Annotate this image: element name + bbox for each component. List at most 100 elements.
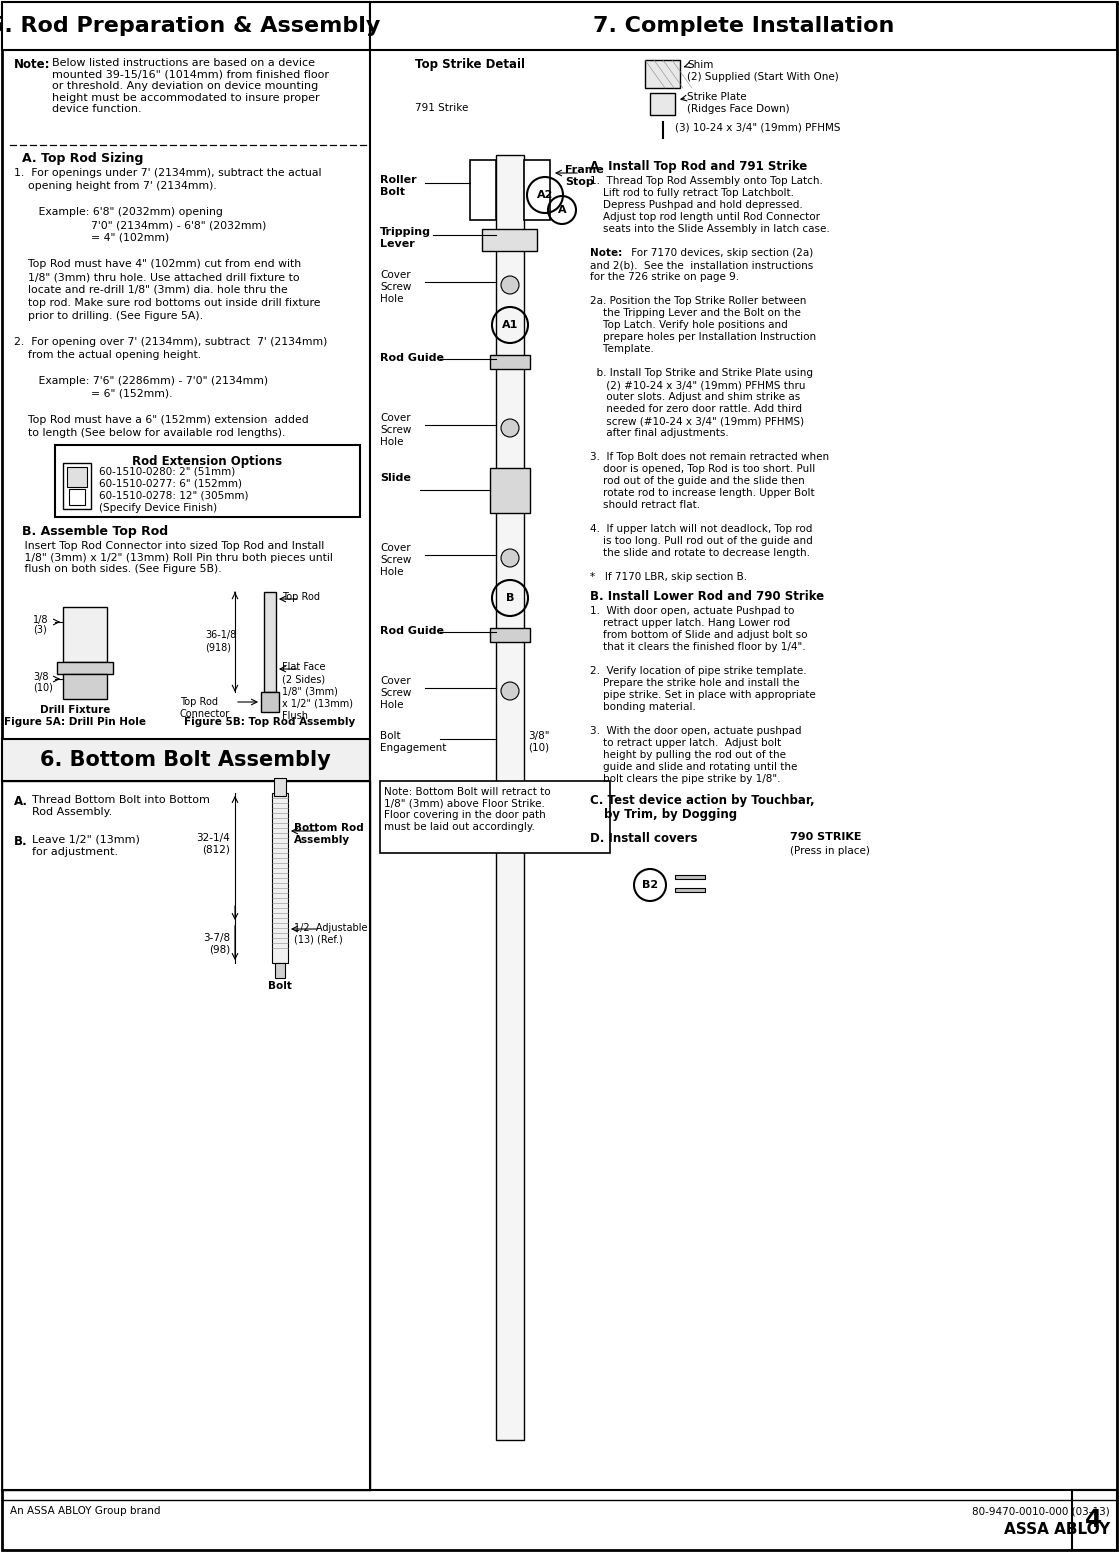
Text: Template.: Template.	[590, 345, 653, 354]
Bar	[274, 778, 286, 796]
Bar	[1072, 1490, 1117, 1550]
Text: Screw: Screw	[380, 688, 412, 698]
Text: (Press in place): (Press in place)	[790, 846, 869, 857]
Text: to retract upper latch.  Adjust bolt: to retract upper latch. Adjust bolt	[590, 739, 781, 748]
Text: door is opened, Top Rod is too short. Pull: door is opened, Top Rod is too short. Pu…	[590, 464, 816, 473]
Text: bonding material.: bonding material.	[590, 702, 696, 712]
Text: height by pulling the rod out of the: height by pulling the rod out of the	[590, 750, 786, 760]
Text: 7. Complete Installation: 7. Complete Installation	[593, 16, 895, 36]
Text: that it clears the finished floor by 1/4".: that it clears the finished floor by 1/4…	[590, 643, 806, 652]
Text: 4.  If upper latch will not deadlock, Top rod: 4. If upper latch will not deadlock, Top…	[590, 525, 812, 534]
Bar	[645, 61, 680, 88]
Bar	[63, 607, 107, 663]
Text: 36-1/8: 36-1/8	[205, 630, 236, 639]
Text: Hole: Hole	[380, 700, 404, 709]
Bar	[675, 888, 705, 892]
Text: x 1/2" (13mm): x 1/2" (13mm)	[282, 698, 352, 709]
Bar	[2, 781, 370, 1490]
Text: A.: A.	[15, 795, 28, 809]
Text: = 6" (152mm).: = 6" (152mm).	[15, 390, 172, 399]
Text: by Trim, by Dogging: by Trim, by Dogging	[604, 809, 737, 821]
Text: A. Install Top Rod and 791 Strike: A. Install Top Rod and 791 Strike	[590, 160, 807, 172]
Text: Stop: Stop	[565, 177, 594, 186]
Text: Cover: Cover	[380, 270, 411, 279]
Text: prior to drilling. (See Figure 5A).: prior to drilling. (See Figure 5A).	[15, 310, 203, 321]
Text: locate and re-drill 1/8" (3mm) dia. hole thru the: locate and re-drill 1/8" (3mm) dia. hole…	[15, 286, 288, 295]
Bar	[482, 230, 537, 251]
Text: Top Rod: Top Rod	[180, 697, 218, 708]
Bar	[675, 875, 705, 878]
Text: 7'0" (2134mm) - 6'8" (2032mm): 7'0" (2134mm) - 6'8" (2032mm)	[15, 220, 266, 230]
Text: for the 726 strike on page 9.: for the 726 strike on page 9.	[590, 272, 740, 282]
Text: Shim: Shim	[687, 61, 714, 70]
Text: rotate rod to increase length. Upper Bolt: rotate rod to increase length. Upper Bol…	[590, 487, 815, 498]
Text: (3) 10-24 x 3/4" (19mm) PFHMS: (3) 10-24 x 3/4" (19mm) PFHMS	[675, 123, 840, 132]
Bar	[57, 663, 113, 674]
Text: 32-1/4: 32-1/4	[196, 833, 231, 843]
Text: B. Assemble Top Rod: B. Assemble Top Rod	[22, 525, 168, 539]
Text: Prepare the strike hole and install the: Prepare the strike hole and install the	[590, 678, 800, 688]
Text: outer slots. Adjust and shim strike as: outer slots. Adjust and shim strike as	[590, 393, 800, 402]
Bar	[69, 489, 85, 504]
Text: 3.  If Top Bolt does not remain retracted when: 3. If Top Bolt does not remain retracted…	[590, 452, 829, 462]
Text: from the actual opening height.: from the actual opening height.	[15, 351, 201, 360]
Text: Connector: Connector	[180, 709, 231, 719]
Text: rod out of the guide and the slide then: rod out of the guide and the slide then	[590, 476, 805, 486]
Text: is too long. Pull rod out of the guide and: is too long. Pull rod out of the guide a…	[590, 535, 812, 546]
Bar	[370, 2, 1117, 50]
Text: Leave 1/2" (13mm)
for adjustment.: Leave 1/2" (13mm) for adjustment.	[32, 835, 140, 857]
Text: Adjust top rod length until Rod Connector: Adjust top rod length until Rod Connecto…	[590, 213, 820, 222]
Text: Lift rod to fully retract Top Latchbolt.: Lift rod to fully retract Top Latchbolt.	[590, 188, 794, 199]
Text: Roller: Roller	[380, 175, 416, 185]
Text: = 4" (102mm): = 4" (102mm)	[15, 233, 169, 244]
Text: ASSA ABLOY: ASSA ABLOY	[1004, 1523, 1110, 1536]
Text: (10): (10)	[528, 743, 549, 753]
Text: screw (#10-24 x 3/4" (19mm) PFHMS): screw (#10-24 x 3/4" (19mm) PFHMS)	[590, 416, 805, 425]
Text: 1/8: 1/8	[32, 615, 48, 625]
Text: Rod Extension Options: Rod Extension Options	[132, 455, 283, 469]
Text: Flush: Flush	[282, 711, 308, 722]
Text: (3): (3)	[32, 625, 47, 635]
Bar	[490, 355, 530, 369]
Text: (812): (812)	[203, 844, 231, 855]
Text: Cover: Cover	[380, 677, 411, 686]
Bar	[63, 462, 91, 509]
Circle shape	[501, 681, 519, 700]
Text: A1: A1	[501, 320, 518, 331]
Text: 3/8: 3/8	[32, 672, 48, 681]
Text: the slide and rotate to decrease length.: the slide and rotate to decrease length.	[590, 548, 810, 559]
Bar	[490, 469, 530, 514]
Text: Example: 7'6" (2286mm) - 7'0" (2134mm): Example: 7'6" (2286mm) - 7'0" (2134mm)	[15, 376, 269, 386]
Text: *   If 7170 LBR, skip section B.: * If 7170 LBR, skip section B.	[590, 573, 747, 582]
Text: Bottom Rod: Bottom Rod	[294, 823, 364, 833]
Text: D. Install covers: D. Install covers	[590, 832, 697, 844]
Text: Screw: Screw	[380, 425, 412, 435]
Text: (2) #10-24 x 3/4" (19mm) PFHMS thru: (2) #10-24 x 3/4" (19mm) PFHMS thru	[590, 380, 806, 390]
Text: Note:: Note:	[590, 248, 626, 258]
Text: Slide: Slide	[380, 473, 411, 483]
Text: 1/8" (3mm) thru hole. Use attached drill fixture to: 1/8" (3mm) thru hole. Use attached drill…	[15, 272, 300, 282]
Bar	[67, 467, 87, 487]
Text: Tripping: Tripping	[380, 227, 431, 237]
Text: (13) (Ref.): (13) (Ref.)	[294, 934, 342, 945]
Text: Example: 6'8" (2032mm) opening: Example: 6'8" (2032mm) opening	[15, 206, 223, 217]
Text: and 2(b).  See the  installation instructions: and 2(b). See the installation instructi…	[590, 261, 814, 270]
Text: 60-1510-0277: 6" (152mm): 60-1510-0277: 6" (152mm)	[98, 480, 242, 489]
Text: (2 Sides): (2 Sides)	[282, 674, 326, 684]
Text: 4: 4	[1085, 1509, 1102, 1532]
Text: B2: B2	[642, 880, 658, 889]
Bar	[272, 793, 288, 962]
Text: Frame: Frame	[565, 165, 604, 175]
Text: Screw: Screw	[380, 282, 412, 292]
Text: from bottom of Slide and adjust bolt so: from bottom of Slide and adjust bolt so	[590, 630, 808, 639]
Text: Hole: Hole	[380, 566, 404, 577]
Bar	[63, 674, 107, 698]
Text: 2.  For opening over 7' (2134mm), subtract  7' (2134mm): 2. For opening over 7' (2134mm), subtrac…	[15, 337, 328, 348]
Bar	[275, 962, 285, 978]
Text: An ASSA ABLOY Group brand: An ASSA ABLOY Group brand	[10, 1505, 160, 1516]
Bar	[261, 692, 279, 712]
Text: opening height from 7' (2134mm).: opening height from 7' (2134mm).	[15, 182, 217, 191]
Text: Drill Fixture: Drill Fixture	[40, 705, 110, 715]
Text: C. Test device action by Touchbar,: C. Test device action by Touchbar,	[590, 795, 815, 807]
Text: A. Top Rod Sizing: A. Top Rod Sizing	[22, 152, 143, 165]
